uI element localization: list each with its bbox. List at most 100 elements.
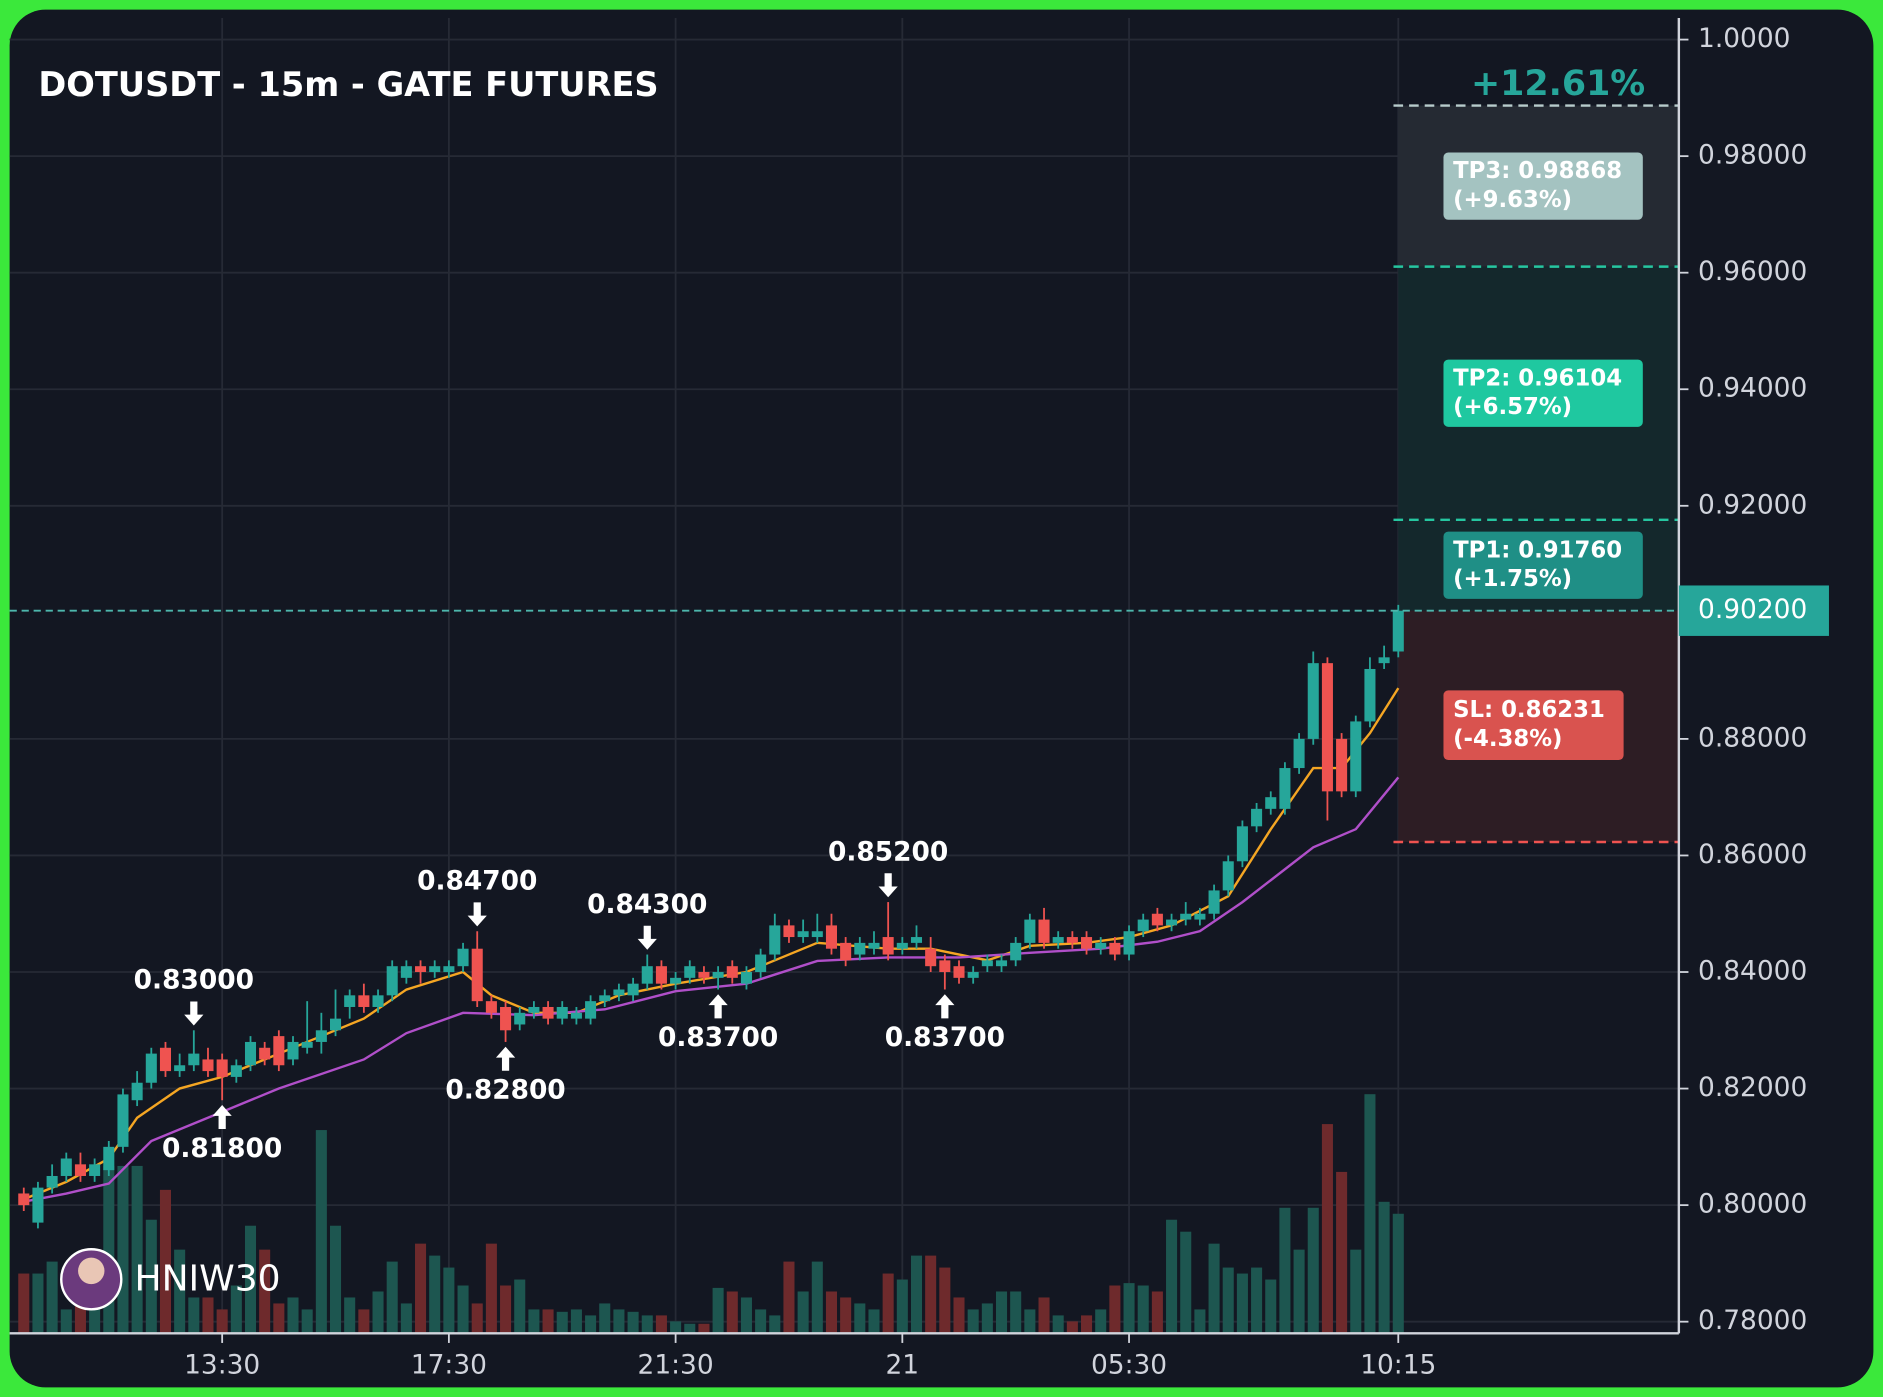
volume-bar	[1066, 1321, 1078, 1334]
volume-bar	[273, 1303, 285, 1334]
volume-bar	[599, 1303, 611, 1334]
volume-bar	[995, 1291, 1008, 1334]
candle-body	[1194, 913, 1206, 920]
volume-bar	[32, 1273, 44, 1334]
candle-body	[1321, 663, 1333, 792]
candle-body	[627, 983, 639, 996]
volume-bar	[1350, 1249, 1362, 1334]
volume-bar	[471, 1303, 483, 1334]
volume-bar	[301, 1309, 313, 1334]
candle-body	[202, 1059, 214, 1072]
candle-body	[1038, 919, 1050, 943]
volume-bar	[259, 1249, 271, 1334]
candle-body	[868, 942, 880, 949]
stop-change: (-4.38%)	[1453, 726, 1562, 752]
candle-body	[1208, 890, 1220, 914]
candle-body	[358, 995, 370, 1007]
annotation-label: 0.81800	[162, 1133, 282, 1164]
candle-body	[556, 1006, 568, 1019]
candle-body	[740, 972, 752, 984]
volume-bar	[1194, 1309, 1206, 1334]
x-tick-label: 13:30	[184, 1349, 260, 1380]
target-change: (+1.75%)	[1453, 566, 1572, 592]
candle-body	[981, 960, 993, 967]
annotation-label: 0.83700	[658, 1022, 778, 1053]
candle-body	[514, 1012, 526, 1025]
volume-bar	[74, 1291, 86, 1334]
candle-body	[939, 960, 951, 973]
annotation-arrow	[495, 1046, 516, 1071]
candle-body	[1293, 738, 1305, 769]
candle-body	[145, 1053, 157, 1083]
volume-bar	[981, 1303, 993, 1334]
candle-body	[1081, 937, 1093, 949]
candle-body	[1010, 942, 1022, 961]
candle-body	[103, 1146, 115, 1171]
candle-body	[910, 937, 923, 943]
candle-body	[415, 966, 427, 973]
candle-body	[995, 960, 1008, 967]
target-label: TP1: 0.91760	[1453, 537, 1622, 563]
volume-bar	[1024, 1309, 1036, 1334]
candle-body	[344, 995, 356, 1007]
candle-body	[967, 972, 979, 978]
volume-bar	[1307, 1207, 1319, 1334]
volume-bar	[1293, 1249, 1305, 1334]
volume-bar	[1081, 1315, 1093, 1334]
candle-body	[1251, 808, 1263, 827]
volume-bar	[641, 1315, 653, 1334]
volume-bar	[230, 1285, 242, 1334]
volume-bar	[358, 1309, 370, 1334]
volume-bar	[840, 1297, 852, 1334]
volume-bar	[740, 1297, 752, 1334]
volume-bar	[712, 1287, 724, 1334]
x-tick-label: 05:30	[1091, 1349, 1167, 1380]
target-label: TP2: 0.96104	[1453, 365, 1622, 391]
candle-body	[500, 1006, 512, 1031]
candle-body	[769, 925, 781, 955]
volume-bar	[684, 1323, 696, 1334]
volume-bar	[953, 1297, 965, 1334]
volume-bar	[1010, 1291, 1022, 1334]
stop-label: SL: 0.86231	[1453, 697, 1605, 723]
candle-body	[60, 1158, 72, 1176]
candle-body	[1066, 937, 1078, 943]
candle-body	[46, 1175, 58, 1188]
candle-body	[216, 1059, 228, 1077]
volume-bar	[244, 1225, 257, 1334]
y-tick-label: 0.82000	[1698, 1072, 1807, 1103]
volume-bar	[500, 1285, 512, 1334]
candle-body	[18, 1193, 30, 1206]
volume-bar	[783, 1261, 795, 1334]
candle-body	[1392, 610, 1404, 652]
y-tick-label: 0.98000	[1698, 140, 1807, 171]
target-change: (+9.63%)	[1453, 187, 1572, 213]
volume-bar	[1166, 1219, 1178, 1334]
annotation-label: 0.83000	[134, 965, 254, 996]
volume-bar	[769, 1315, 781, 1334]
volume-bar	[542, 1309, 554, 1334]
candle-body	[570, 1012, 582, 1019]
candle-body	[1307, 663, 1319, 739]
volume-bar	[755, 1309, 767, 1334]
candle-body	[315, 1030, 327, 1042]
volume-bar	[868, 1309, 880, 1334]
candle-body	[386, 966, 398, 996]
volume-bar	[670, 1321, 682, 1334]
volume-bar	[854, 1303, 866, 1334]
candle-body	[1109, 942, 1121, 955]
volume-bar	[698, 1323, 710, 1334]
target-box	[1443, 359, 1643, 427]
target-label: TP3: 0.98868	[1453, 158, 1622, 184]
volume-bar	[1222, 1267, 1234, 1334]
volume-bar	[202, 1297, 214, 1334]
candle-body	[329, 1018, 342, 1031]
volume-bar	[967, 1309, 979, 1334]
volume-bar	[159, 1189, 172, 1334]
candle-body	[599, 995, 611, 1002]
volume-bar	[174, 1249, 186, 1334]
volume-bar	[1038, 1297, 1050, 1334]
volume-bar	[372, 1291, 384, 1334]
volume-bar	[1236, 1273, 1248, 1334]
candle-body	[1180, 913, 1192, 920]
